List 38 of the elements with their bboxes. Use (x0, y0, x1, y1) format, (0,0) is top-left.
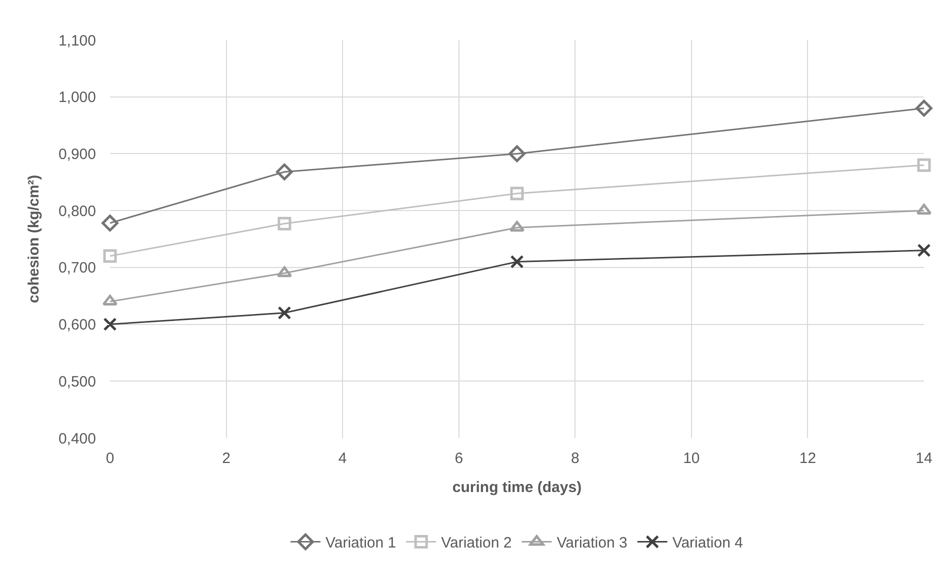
point (276, 266, 292, 278)
y-tick-label: 0,500 (58, 373, 96, 390)
legend-label: Variation 1 (326, 534, 396, 552)
point (916, 204, 932, 215)
point (916, 100, 932, 117)
x-tick-label: 6 (454, 450, 464, 467)
point (510, 186, 524, 200)
point (510, 254, 524, 268)
point (276, 164, 293, 180)
x-tick-label: 12 (799, 450, 816, 467)
y-axis-title: cohesion (kg/cm²) (26, 174, 43, 304)
point (103, 318, 117, 332)
point (102, 294, 118, 306)
point (278, 216, 292, 230)
y-tick-label: 1,000 (58, 89, 96, 106)
y-tick-label: 0,900 (58, 146, 96, 163)
y-tick-label: 0,600 (58, 316, 96, 334)
x-tick-label: 4 (338, 450, 347, 467)
y-tick-label: 0,800 (58, 202, 96, 220)
point (508, 145, 526, 162)
point (278, 306, 292, 320)
legend-label: Variation 2 (441, 534, 512, 552)
x-tick-label: 0 (106, 450, 114, 467)
x-axis-title: curing time (days) (452, 479, 582, 496)
point (103, 249, 117, 263)
legend-label: Variation 4 (672, 534, 743, 552)
point (917, 244, 931, 258)
x-tick-label: 8 (570, 450, 580, 467)
y-tick-label: 1,100 (58, 32, 96, 50)
legend-label: Variation 3 (556, 534, 628, 552)
x-tick-label: 10 (683, 450, 700, 467)
point (917, 158, 931, 172)
y-tick-label: 0,400 (58, 430, 96, 448)
y-tick-label: 0,700 (58, 260, 96, 277)
point (509, 220, 525, 232)
point (102, 214, 118, 232)
x-tick-label: 2 (222, 450, 230, 467)
x-tick-label: 14 (916, 450, 932, 467)
